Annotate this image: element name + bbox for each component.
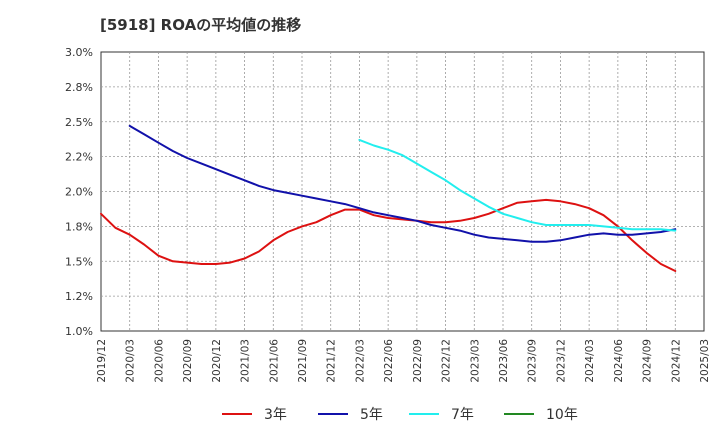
legend-label: 7年 [451,407,474,423]
x-tick-label: 2021/06 [268,339,280,383]
x-axis-ticks: 2019/12 2020/03 2020/06 2020/09 2020/12 2021/… [96,339,711,383]
x-tick-label: 2023/12 [555,339,567,383]
legend-item: 10年 [504,402,578,426]
y-tick-label: 2.0% [65,186,93,199]
x-tick-label: 2022/06 [383,339,395,383]
y-tick-label: 2.2% [65,151,93,164]
legend-label: 3年 [264,407,287,423]
x-tick-label: 2020/09 [182,339,194,383]
legend-swatch [222,413,252,415]
grid-lines [101,52,704,331]
x-tick-label: 2020/03 [125,339,137,383]
x-tick-label: 2022/09 [412,339,424,383]
x-tick-label: 2024/09 [642,339,654,383]
y-tick-label: 1.8% [65,220,93,233]
legend-item: 5年 [318,402,383,426]
series-line-5年 [128,124,677,243]
y-tick-label: 3.0% [65,46,93,59]
legend-item: 7年 [409,402,474,426]
x-tick-label: 2020/06 [153,339,165,383]
x-tick-label: 2024/06 [613,339,625,383]
x-tick-label: 2020/12 [211,339,223,383]
y-tick-label: 1.5% [65,255,93,268]
y-tick-label: 2.8% [65,81,93,94]
series-lines [100,124,677,272]
x-tick-label: 2025/03 [699,339,711,383]
x-tick-label: 2024/03 [584,339,596,383]
x-tick-label: 2021/03 [240,339,252,383]
series-line-3年 [100,198,677,272]
y-axis-ticks: 1.0% 1.2% 1.5% 1.8% 2.0% 2.2% 2.5% 2.8% 3.0% [65,46,93,338]
legend-label: 5年 [360,407,383,423]
x-tick-label: 2022/03 [354,339,366,383]
y-tick-label: 1.2% [65,290,93,303]
x-tick-label: 2024/12 [670,339,682,383]
x-tick-label: 2023/06 [498,339,510,383]
y-tick-label: 2.5% [65,116,93,129]
x-tick-label: 2021/12 [326,339,338,383]
x-tick-label: 2022/12 [441,339,453,383]
x-tick-label: 2023/03 [469,339,481,383]
legend-swatch [409,413,439,415]
legend-label: 10年 [546,407,578,423]
legend-swatch [318,413,348,415]
x-tick-label: 2021/09 [297,339,309,383]
x-tick-label: 2023/09 [527,339,539,383]
legend-swatch [504,413,534,415]
y-tick-label: 1.0% [65,325,93,338]
legend: 3年 5年 7年 10年 [0,402,720,426]
chart-title: [5918] ROAの平均値の推移 [100,16,302,34]
legend-item: 3年 [222,402,287,426]
x-tick-label: 2019/12 [96,339,108,383]
series-line-7年 [358,138,677,232]
